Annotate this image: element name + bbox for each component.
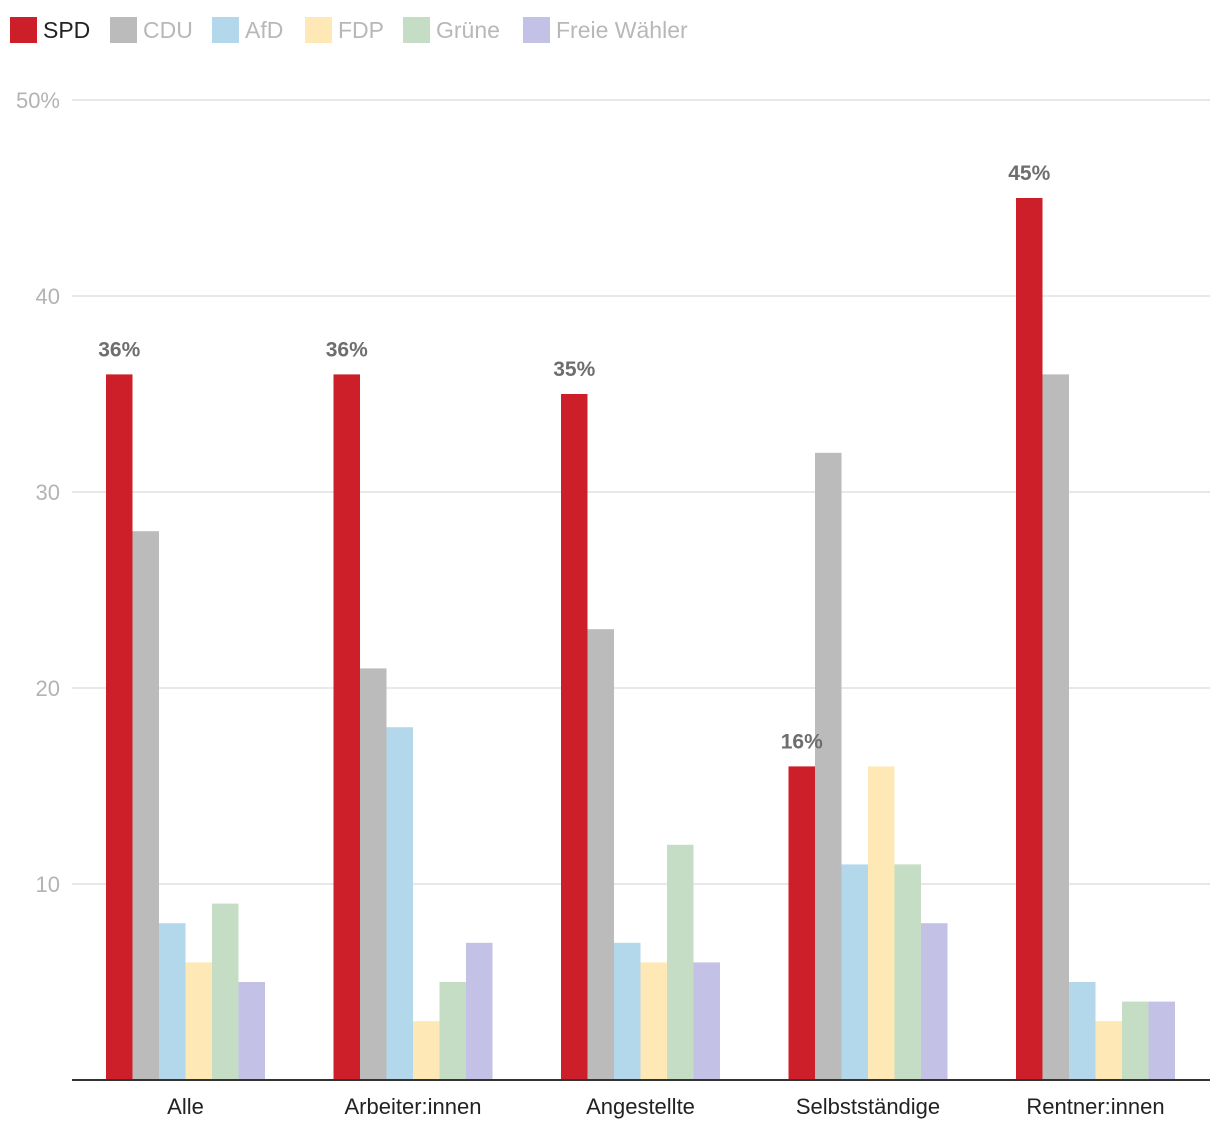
bar-group-alle	[106, 374, 265, 1080]
legend-label: AfD	[245, 17, 283, 43]
bar-grune-selbststandige[interactable]	[894, 864, 922, 1080]
bar-afd-arbeiter-innen[interactable]	[386, 727, 414, 1080]
bar-spd-rentner-innen[interactable]	[1016, 198, 1043, 1080]
legend-item-fdp[interactable]: FDP	[305, 17, 384, 43]
legend-item-cdu[interactable]: CDU	[110, 17, 193, 43]
legend-swatch	[110, 17, 137, 43]
bar-spd-selbststandige[interactable]	[788, 766, 816, 1080]
legend-swatch	[403, 17, 430, 43]
bar-grune-rentner-innen[interactable]	[1122, 1001, 1149, 1080]
bar-fdp-rentner-innen[interactable]	[1095, 1021, 1123, 1080]
legend-label: Grüne	[436, 17, 500, 43]
y-tick-label: 40	[36, 284, 60, 309]
data-label-alle: 36%	[98, 338, 140, 361]
bar-cdu-angestellte[interactable]	[587, 629, 615, 1080]
bar-freie-wahler-angestellte[interactable]	[693, 962, 721, 1080]
bar-cdu-alle[interactable]	[132, 531, 160, 1080]
bar-group-rentner-innen	[1016, 198, 1175, 1080]
bar-freie-wahler-arbeiter-innen[interactable]	[466, 942, 493, 1080]
legend-label: FDP	[338, 17, 384, 43]
y-axis: 10 20 30 40 50%	[16, 88, 60, 897]
y-tick-label: 30	[36, 480, 60, 505]
bar-spd-alle[interactable]	[106, 374, 133, 1080]
bar-cdu-arbeiter-innen[interactable]	[360, 668, 387, 1080]
legend-label: Freie Wähler	[556, 17, 688, 43]
legend-item-grune[interactable]: Grüne	[403, 17, 500, 43]
x-axis: Alle Arbeiter:innen Angestellte Selbstständ…	[72, 1079, 1210, 1119]
y-tick-label: 50%	[16, 88, 60, 113]
x-tick-label-alle: Alle	[167, 1094, 204, 1119]
y-tick-label: 10	[36, 872, 60, 897]
x-tick-label-selbststandige: Selbstständige	[796, 1094, 940, 1119]
x-tick-label-arbeiter-innen: Arbeiter:innen	[345, 1094, 482, 1119]
legend-item-spd[interactable]: SPD	[10, 17, 90, 43]
x-tick-label-rentner-innen: Rentner:innen	[1026, 1094, 1164, 1119]
bar-afd-angestellte[interactable]	[614, 942, 641, 1080]
bar-spd-arbeiter-innen[interactable]	[333, 374, 361, 1080]
bar-afd-selbststandige[interactable]	[841, 864, 869, 1080]
x-tick-label-angestellte: Angestellte	[586, 1094, 695, 1119]
y-tick-label: 20	[36, 676, 60, 701]
bar-spd-angestellte[interactable]	[561, 394, 588, 1080]
bar-afd-rentner-innen[interactable]	[1069, 982, 1096, 1080]
bar-fdp-angestellte[interactable]	[640, 962, 668, 1080]
data-labels: 36% 36% 35% 16% 45%	[98, 162, 1050, 753]
bar-group-arbeiter-innen	[333, 374, 493, 1080]
bar-fdp-arbeiter-innen[interactable]	[413, 1021, 440, 1080]
legend-swatch	[305, 17, 332, 43]
bar-afd-alle[interactable]	[159, 923, 186, 1080]
bar-group-angestellte	[561, 394, 720, 1080]
data-label-selbststandige: 16%	[781, 730, 823, 753]
bar-grune-arbeiter-innen[interactable]	[439, 982, 467, 1080]
bar-freie-wahler-alle[interactable]	[238, 982, 266, 1080]
legend-label: CDU	[143, 17, 193, 43]
bars	[106, 198, 1175, 1080]
bar-freie-wahler-rentner-innen[interactable]	[1148, 1001, 1176, 1080]
legend-item-freie-wahler[interactable]: Freie Wähler	[523, 17, 688, 43]
bar-freie-wahler-selbststandige[interactable]	[921, 923, 948, 1080]
legend-label: SPD	[43, 17, 90, 43]
bar-fdp-selbststandige[interactable]	[868, 766, 895, 1080]
bar-cdu-selbststandige[interactable]	[815, 452, 842, 1080]
bar-cdu-rentner-innen[interactable]	[1042, 374, 1070, 1080]
bar-grune-angestellte[interactable]	[667, 844, 694, 1080]
legend: SPD CDU AfD FDP Grüne Freie Wähler	[10, 17, 688, 43]
bar-grune-alle[interactable]	[212, 903, 239, 1080]
data-label-angestellte: 35%	[553, 358, 595, 381]
data-label-rentner-innen: 45%	[1008, 162, 1050, 185]
legend-swatch	[10, 17, 37, 43]
legend-swatch	[523, 17, 550, 43]
legend-swatch	[212, 17, 239, 43]
bar-fdp-alle[interactable]	[185, 962, 213, 1080]
legend-item-afd[interactable]: AfD	[212, 17, 283, 43]
bar-group-selbststandige	[788, 452, 948, 1080]
data-label-arbeiter-innen: 36%	[326, 338, 368, 361]
